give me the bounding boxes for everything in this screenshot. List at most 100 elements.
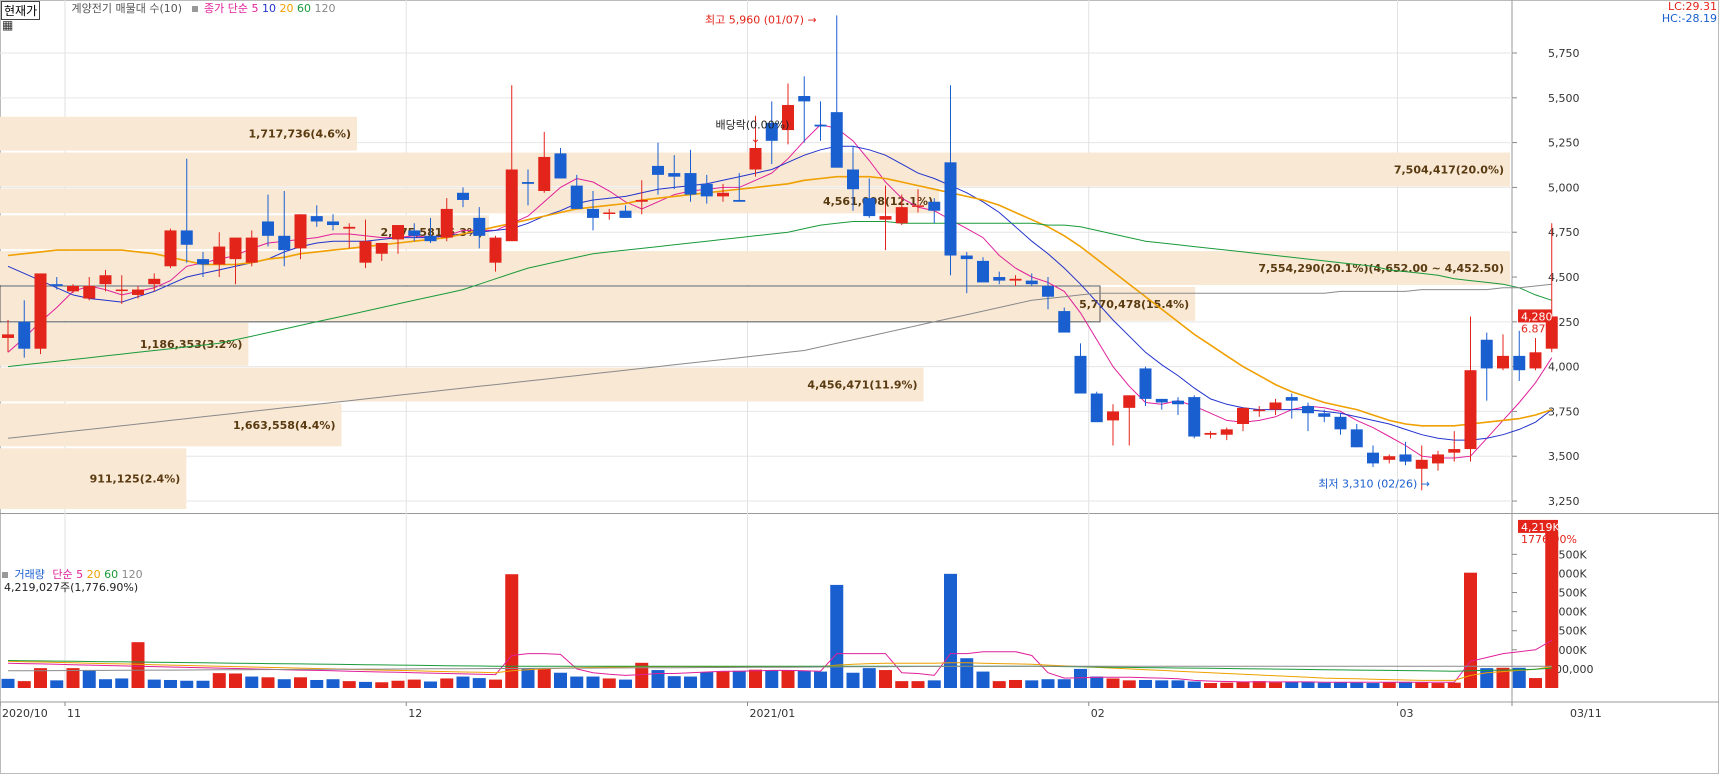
candle-body bbox=[570, 185, 583, 209]
candle-body bbox=[684, 173, 697, 195]
last-volume-tag: 4,219K bbox=[1521, 521, 1560, 534]
candle-body bbox=[1318, 413, 1331, 417]
volume-bar bbox=[1366, 683, 1380, 688]
volume-bar bbox=[1399, 681, 1412, 688]
volume-bar bbox=[326, 679, 340, 688]
candle-body bbox=[67, 285, 79, 292]
volume-ma120-line bbox=[7, 665, 1552, 672]
volume-bar bbox=[196, 680, 210, 688]
x-axis-label: 02 bbox=[1091, 707, 1105, 720]
candle-body bbox=[587, 208, 599, 218]
candle-body bbox=[1009, 278, 1022, 281]
candle-body bbox=[229, 237, 242, 260]
volume-bar bbox=[489, 679, 502, 688]
candle-body bbox=[944, 162, 957, 256]
current-price-badge[interactable]: 현재가 bbox=[1, 1, 41, 20]
candle-body bbox=[554, 153, 567, 179]
volume-settings-icon[interactable] bbox=[2, 572, 8, 578]
volume-bar bbox=[554, 672, 567, 688]
volume-bar bbox=[1464, 572, 1477, 688]
volume-bar bbox=[1431, 683, 1445, 688]
price-tick-label: 3,500 bbox=[1548, 450, 1580, 463]
volume-bar bbox=[82, 670, 96, 688]
candle-body bbox=[505, 169, 518, 242]
volume-bar bbox=[667, 676, 681, 688]
volume-profile-label: 1,663,558(4.4%) bbox=[233, 419, 336, 432]
volume-bar bbox=[684, 676, 697, 688]
volume-bar bbox=[1220, 682, 1234, 688]
candle-body bbox=[1025, 280, 1038, 285]
volume-bar bbox=[602, 678, 616, 688]
volume-bar bbox=[1090, 676, 1104, 688]
x-axis-label: 2020/10 bbox=[2, 707, 48, 720]
volume-profile-bar bbox=[0, 215, 489, 250]
candle-body bbox=[408, 230, 421, 236]
volume-bar bbox=[50, 680, 64, 688]
volume-bar bbox=[1171, 680, 1185, 688]
volume-profile-label: 5,770,478(15.4%) bbox=[1079, 298, 1189, 311]
ma120-line bbox=[7, 283, 1552, 439]
table-icon[interactable]: ▦ bbox=[2, 18, 14, 32]
volume-bar bbox=[277, 679, 291, 688]
x-axis-label: 2021/01 bbox=[750, 707, 796, 720]
vol-ma60-label: 60 bbox=[104, 568, 119, 581]
candle-body bbox=[50, 284, 63, 286]
hc-value: HC:-28.19 bbox=[1661, 12, 1717, 25]
candle-body bbox=[1204, 432, 1217, 435]
x-axis-label: 11 bbox=[67, 707, 81, 720]
volume-profile-label: 7,504,417(20.0%) bbox=[1394, 163, 1504, 176]
ma-settings-icon[interactable] bbox=[191, 6, 198, 12]
volume-bar bbox=[229, 673, 242, 688]
candle-body bbox=[440, 208, 453, 238]
volume-bar bbox=[245, 676, 259, 688]
ma60-line bbox=[7, 221, 1552, 368]
candle-body bbox=[1464, 370, 1477, 450]
last-volume-tag-bg bbox=[1518, 519, 1558, 533]
candle-body bbox=[1383, 456, 1396, 460]
volume-bar bbox=[781, 670, 795, 688]
volume-bar bbox=[1025, 680, 1039, 688]
candle-body bbox=[392, 225, 404, 240]
volume-bar bbox=[1382, 682, 1396, 688]
high-annotation: 최고 5,960 (01/07) → bbox=[705, 13, 817, 26]
volume-bar bbox=[17, 681, 31, 688]
candle-body bbox=[1107, 411, 1119, 421]
volume-ma-prefix: 단순 bbox=[52, 568, 73, 581]
volume-bar bbox=[310, 679, 324, 688]
price-tick-label: 4,000 bbox=[1548, 361, 1580, 374]
dividend-annotation: 배당락(0.00%) bbox=[716, 118, 790, 131]
candle-body bbox=[164, 230, 177, 267]
candle-body bbox=[1042, 285, 1054, 297]
candle-body bbox=[782, 104, 794, 131]
max-volume-box bbox=[0, 285, 1101, 323]
candle-body bbox=[197, 259, 209, 265]
candle-body bbox=[1090, 393, 1103, 423]
last-price-pct: 6.87% bbox=[1521, 322, 1556, 335]
volume-bar bbox=[1480, 668, 1494, 688]
candle-body bbox=[1172, 400, 1184, 405]
volume-bar bbox=[1139, 679, 1152, 688]
candle-body bbox=[213, 246, 226, 265]
candle-body bbox=[1513, 355, 1526, 371]
volume-bar bbox=[1009, 679, 1022, 688]
candle-body bbox=[99, 275, 112, 285]
volume-bar bbox=[700, 671, 714, 688]
volume-bar bbox=[1447, 682, 1461, 688]
volume-bar bbox=[180, 680, 194, 688]
candle-body bbox=[635, 199, 648, 202]
candle-body bbox=[847, 169, 859, 190]
candle-body bbox=[1253, 409, 1266, 412]
candle-body bbox=[1058, 311, 1071, 333]
candle-body bbox=[1285, 397, 1298, 401]
candle-body bbox=[1415, 459, 1428, 469]
candle-body bbox=[1480, 339, 1493, 369]
candle-body bbox=[245, 237, 258, 263]
volume-profile-bar bbox=[0, 403, 342, 447]
candle-body bbox=[473, 217, 486, 236]
volume-profile-bar bbox=[0, 286, 1196, 321]
volume-title: 거래량 bbox=[14, 568, 45, 581]
volume-current-value: 4,219,027주(1,776.90%) bbox=[4, 581, 139, 594]
volume-profile-label: 4,561,008(12.1%) bbox=[823, 195, 933, 208]
